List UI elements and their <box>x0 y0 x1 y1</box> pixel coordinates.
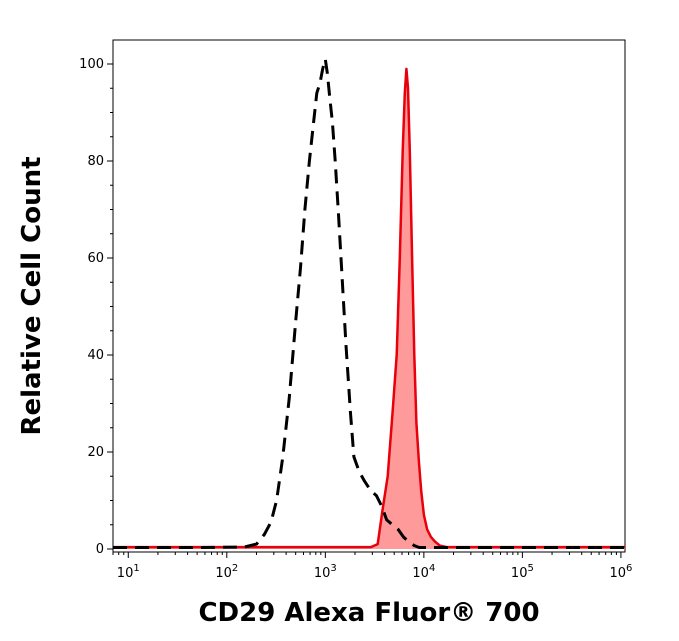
series-1-fill <box>113 68 625 550</box>
x-tick-label: 105 <box>511 563 534 581</box>
y-tick-label: 80 <box>87 154 104 169</box>
x-tick-label: 102 <box>215 563 238 581</box>
series-1-line <box>113 67 625 549</box>
x-tick-label: 104 <box>412 563 435 581</box>
x-tick-label: 103 <box>314 563 337 581</box>
series-0-line <box>113 57 625 549</box>
y-tick-label: 100 <box>79 57 104 72</box>
y-tick-label: 0 <box>96 542 104 557</box>
x-tick-label: 106 <box>609 563 632 581</box>
y-tick-label: 40 <box>87 348 104 363</box>
y-tick-label: 60 <box>87 251 104 266</box>
x-tick-label: 101 <box>117 563 140 581</box>
y-tick-label: 20 <box>87 445 104 460</box>
x-axis-title: CD29 Alexa Fluor® 700 <box>198 598 539 628</box>
y-axis-title: Relative Cell Count <box>17 156 47 435</box>
plot-frame <box>112 39 626 553</box>
